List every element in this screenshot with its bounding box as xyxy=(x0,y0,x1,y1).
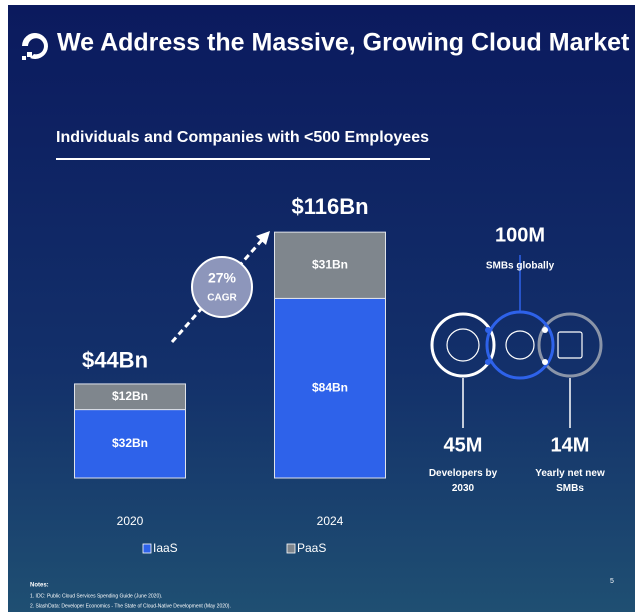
total-label: $116Bn xyxy=(291,194,368,219)
bar-segment xyxy=(274,231,386,299)
cagr-annotation: 27% CAGR xyxy=(170,231,270,343)
page-number: 5 xyxy=(610,578,614,585)
stats-graphic xyxy=(430,255,603,428)
bar-segment xyxy=(274,297,386,479)
stat-label: Yearly net new SMBs xyxy=(535,468,605,494)
value-label: $31Bn xyxy=(312,257,348,271)
stat-label-box: Developers by 2030 xyxy=(428,468,498,494)
legend-label: IaaS xyxy=(153,541,178,555)
stat-value: 45M xyxy=(444,434,483,456)
bar-segment xyxy=(74,383,186,411)
subtitle: Individuals and Companies with <500 Empl… xyxy=(56,129,429,146)
stat-label: Developers by 2030 xyxy=(428,468,498,494)
cagr-value: 27% xyxy=(208,270,237,286)
total-label: $44Bn xyxy=(82,348,148,373)
legend-swatch xyxy=(286,543,296,554)
stat-value: 14M xyxy=(551,434,590,456)
title: We Address the Massive, Growing Cloud Ma… xyxy=(57,29,630,57)
x-tick-label: 2024 xyxy=(317,514,344,528)
stat-value: 100M xyxy=(495,224,545,246)
stat-label-box: Yearly net new SMBs xyxy=(535,468,605,494)
note: 1. IDC: Public Cloud Services Spending G… xyxy=(30,593,162,599)
logo xyxy=(22,33,49,60)
x-tick-label: 2020 xyxy=(117,514,144,528)
note: 2. SlashData: Developer Economics - The … xyxy=(30,603,231,609)
legend-swatch xyxy=(142,543,152,554)
value-label: $84Bn xyxy=(312,380,348,394)
legend-label: PaaS xyxy=(297,541,326,555)
value-label: $32Bn xyxy=(112,436,148,450)
cagr-label: CAGR xyxy=(207,293,237,304)
notes-heading: Notes: xyxy=(30,583,49,589)
bar-segment xyxy=(74,409,186,479)
value-label: $12Bn xyxy=(112,389,148,403)
stat-label: SMBs globally xyxy=(486,261,555,272)
